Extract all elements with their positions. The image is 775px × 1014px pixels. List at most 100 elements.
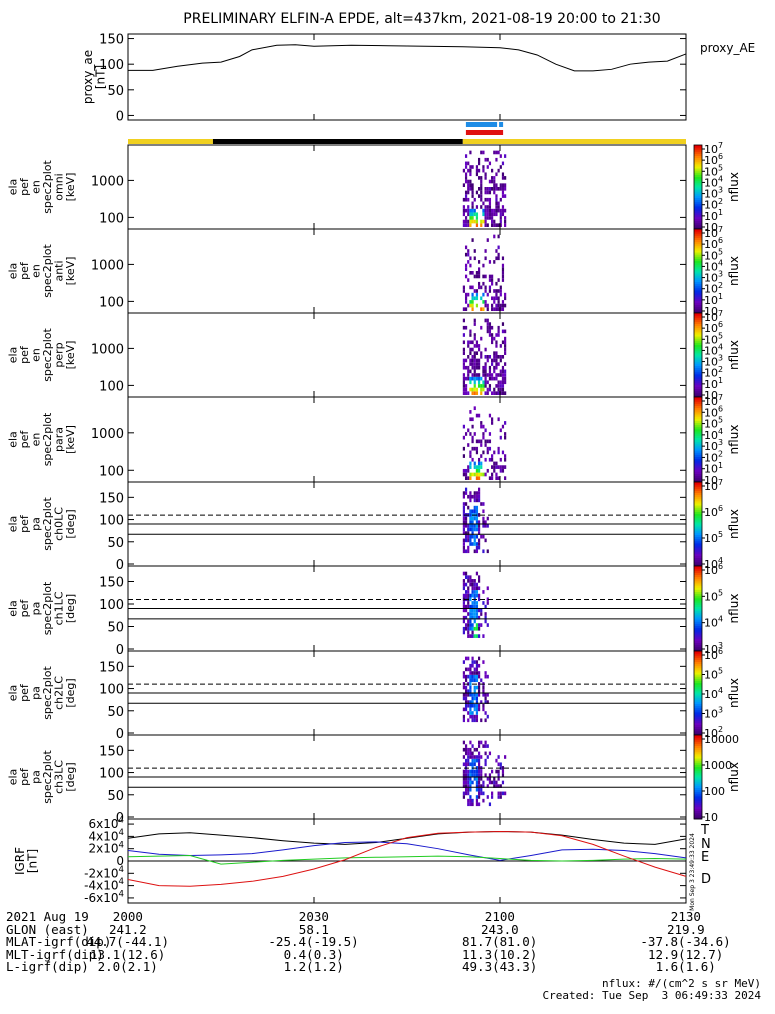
ch3LC-colorbar-cell [694,812,702,816]
ch1LC-pixel [471,623,474,627]
ch0LC-colorbar-cell [694,540,702,544]
perp-pixel [482,384,485,388]
ch0LC-colorbar-cell [694,496,702,500]
ch1LC-colorbar-label: 105 [704,588,723,603]
ch3LC-pixel [469,755,472,759]
perp-pixel [491,376,494,381]
ch2LC-pixel [469,685,472,690]
perp-pixel [504,340,507,345]
para-pixel [484,443,487,447]
anti-pixel [482,263,485,268]
ch0LC-pixel [480,502,483,506]
ch0LC-pixel [477,527,481,532]
igrf-line-D [127,830,687,887]
ch2LC-ylabel-word: pef [18,683,31,702]
ch3LC-pixel [469,787,472,792]
anti-pixel [495,296,498,301]
ch3LC-pixel [471,769,474,774]
ch1LC-colorbar-cell [694,619,702,622]
omni-spectrogram [462,150,507,227]
omni-pixel [491,176,494,180]
perp-colorbar-cell [694,378,702,381]
ch3LC-pixel [464,744,468,748]
ch3LC-pixel [488,802,492,807]
proxy_ae-tick-label: 150 [99,33,124,48]
para-pixel [491,454,494,458]
ch3LC-colorbar-cell [694,804,702,807]
ch2LC-colorbar-cell [694,726,702,730]
ch3LC-tick-label: 100 [99,767,124,782]
omni-pixel [501,190,505,195]
ch1LC-pixel [471,601,474,605]
perp-pixel [499,358,502,363]
perp-pixel [499,380,502,385]
ch3LC-pixel [486,795,489,799]
para-pixel [467,465,470,469]
perp-pixel [464,358,468,363]
ch0LC-colorbar-cell [694,503,702,506]
omni-pixel [462,197,465,202]
ch3LC-pixel [464,777,468,781]
ch0LC-pixel [462,494,465,499]
ch3LC-pixel [473,758,476,763]
para-pixel [497,450,500,455]
anti-pixel [501,256,505,261]
ch0LC-pixel [469,494,472,499]
perp-pixel [495,373,498,377]
para-tick-label: 1000 [91,427,124,442]
footer-row-label: GLON (east) [6,921,89,937]
anti-pixel [493,296,496,301]
ch3LC-pixel [495,780,498,785]
ch3LC-pixel [469,795,472,799]
ch2LC-colorbar-cell [694,707,702,711]
ch1LC-tick-label: 150 [99,576,124,591]
ch3LC-colorbar-cell [694,810,702,814]
perp-colorbar-cell [694,392,702,396]
omni-pixel [469,216,472,220]
perp-colorbar-cell [694,376,702,379]
ch3LC-colorbar-cell [694,739,702,742]
para-pixel [495,472,498,477]
ch0LC-colorbar-cell [694,500,702,504]
ch1LC-pixel [486,623,489,627]
ch2LC-pixel [464,674,468,679]
footer-cell: 2030 [298,909,329,924]
ch2LC-spectrogram [462,656,489,723]
para-pixel [471,446,474,451]
perp-pixel [475,376,479,381]
ch2LC-ylabel-word: spec2plot [41,666,54,720]
ch3LC-pixel [486,744,489,748]
omni-tick-label: 1000 [91,174,124,189]
perp-pixel [497,391,500,395]
anti-colorbar-label: 102 [704,281,723,296]
ch3LC-pixel [475,787,479,792]
science-zone-gap [497,122,500,127]
ch2LC-pixel [469,689,472,693]
perp-colorbar-label: 103 [704,354,723,369]
perp-colorbar-cell [694,321,702,324]
ch3LC-pixel [495,784,498,788]
para-pixel [475,450,479,455]
perp-pixel [486,391,489,395]
omni-colorbar-cell [694,208,702,211]
ch1LC-pixel [467,593,470,598]
perp-pixel [495,384,498,388]
para-pixel [471,435,474,440]
omni-pixel [486,212,489,217]
omni-pixel [486,157,489,162]
omni-pixel [488,161,492,166]
ch2LC-pixel [464,685,468,690]
ch3LC-colorbar-cell [694,802,702,805]
perp-pixel [484,369,487,374]
ch3LC-pixel [480,769,483,774]
omni-colorbar-cell [694,214,702,217]
perp-pixel [469,358,472,363]
ch3LC-pixel [475,777,479,781]
para-pixel [493,461,496,466]
ch3LC-ylabel-word: pef [18,767,31,786]
ch3LC-colorbar-cell [694,768,702,772]
footer-cell: 219.9 [667,921,705,937]
anti-colorbar-cell [694,304,702,308]
ch1LC-pixel [484,604,487,609]
ch1LC-pixel [469,608,472,613]
